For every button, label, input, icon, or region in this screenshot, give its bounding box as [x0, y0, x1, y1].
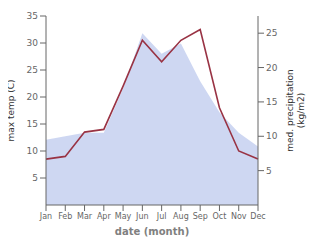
svg-text:date (month): date (month) — [115, 226, 189, 237]
svg-text:10: 10 — [266, 131, 278, 141]
svg-text:Mar: Mar — [77, 212, 93, 221]
svg-text:10: 10 — [27, 146, 39, 156]
svg-text:Dec: Dec — [250, 212, 265, 221]
svg-text:20: 20 — [266, 63, 278, 73]
svg-text:25: 25 — [266, 28, 277, 38]
svg-text:25: 25 — [27, 65, 38, 75]
svg-text:Nov: Nov — [231, 212, 247, 221]
svg-text:35: 35 — [27, 11, 38, 21]
svg-text:15: 15 — [27, 119, 38, 129]
svg-text:20: 20 — [27, 92, 39, 102]
svg-text:med. precipitation(kg/m2): med. precipitation(kg/m2) — [285, 69, 306, 151]
svg-text:5: 5 — [32, 173, 38, 183]
svg-text:30: 30 — [27, 38, 39, 48]
svg-text:Jun: Jun — [135, 212, 149, 221]
svg-text:Oct: Oct — [213, 212, 227, 221]
svg-text:May: May — [115, 212, 132, 221]
svg-text:Feb: Feb — [58, 212, 72, 221]
svg-text:Jul: Jul — [156, 212, 167, 221]
svg-text:5: 5 — [266, 166, 272, 176]
svg-text:15: 15 — [266, 97, 277, 107]
svg-text:Jan: Jan — [39, 212, 52, 221]
svg-text:Apr: Apr — [97, 212, 112, 221]
svg-text:Sep: Sep — [193, 212, 208, 221]
svg-text:max temp (C): max temp (C) — [8, 79, 16, 141]
svg-text:Aug: Aug — [173, 212, 189, 221]
